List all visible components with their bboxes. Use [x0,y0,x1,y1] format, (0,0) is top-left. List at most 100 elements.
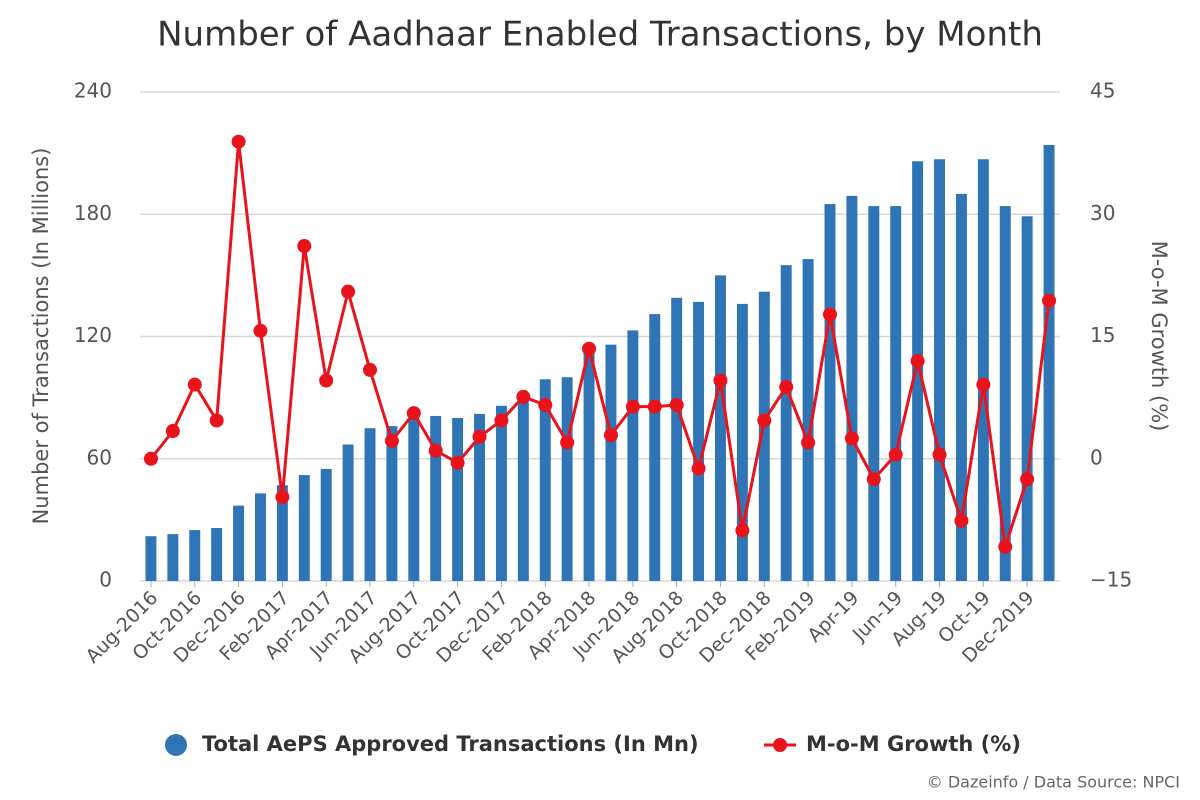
y-tick-label: 240 [74,79,112,103]
bar [211,528,223,581]
line-point [582,341,597,356]
bar [780,265,792,581]
line-point [253,323,268,338]
bar [255,493,266,581]
bar [999,206,1011,581]
bar [1021,216,1033,581]
line-point [363,362,377,377]
line-point [910,353,925,368]
legend-label: M-o-M Growth (%) [806,732,1021,756]
y2-tick-label: 0 [1090,445,1103,469]
line-point [647,399,662,414]
line [149,141,1051,548]
bar [693,301,705,581]
line-point [735,523,750,538]
line-point [494,413,509,428]
line-point [165,424,180,439]
line-point [319,373,334,388]
line-point [954,513,969,528]
y2-tick-label: 45 [1090,79,1115,103]
bar [846,195,858,581]
bar [517,401,529,581]
bar [802,259,814,581]
line-point [516,389,531,404]
line-point [625,399,640,414]
bar [430,415,442,581]
line-point [801,435,816,450]
line-point [823,307,837,322]
bar [912,161,924,581]
line-point [472,429,487,444]
y-tick-label: 180 [74,201,112,225]
bar [233,505,245,581]
bar [715,275,726,581]
y-axis-title: Number of Transactions (In Millions) [29,148,53,525]
line-point [1042,293,1057,308]
line-point [669,397,684,412]
bar [890,206,902,581]
line-point [779,380,794,395]
legend-symbol [165,734,187,756]
bar [649,314,661,581]
line-point [428,443,443,458]
line-point [1020,472,1035,487]
bar [189,530,201,581]
line-point [384,433,399,448]
line-point [691,461,706,476]
line-point [713,373,728,388]
line-point [143,451,158,466]
bar [539,379,551,581]
bar [977,159,989,582]
bar [298,475,310,581]
line-point [297,239,312,254]
y2-tick-label: −15 [1090,568,1132,592]
line-point [757,413,772,428]
line-point [888,447,903,462]
line-point [603,428,618,443]
line-point [998,539,1013,554]
bar [671,297,683,581]
bar [605,344,617,581]
line-point [275,490,290,505]
bar [758,291,770,581]
bar [736,303,748,581]
bar [934,159,945,582]
y2-tick-label: 30 [1090,201,1115,225]
legend-label: Total AePS Approved Transactions (In Mn) [202,732,699,756]
chart-title: Number of Aadhaar Enabled Transactions, … [157,15,1043,55]
bar [364,428,376,581]
bar [342,444,354,581]
bar [452,418,464,581]
bar [145,536,157,581]
line-point [538,397,553,412]
line-point [341,284,356,299]
bar [561,377,573,581]
line-point [209,413,224,428]
line-point [187,377,202,392]
bar [868,206,880,581]
bar [276,485,288,581]
bar [408,418,420,581]
bar [627,330,639,581]
bar [474,413,485,581]
y2-tick-label: 15 [1090,323,1115,347]
line-point [560,435,575,450]
line-point [932,447,947,462]
legend-symbol [773,738,787,752]
line-point [844,431,859,446]
line-point [866,472,881,487]
y2-axis-title: M-o-M Growth (%) [1147,241,1171,432]
line-point [450,455,465,470]
bar [955,193,967,581]
line-point [406,406,421,421]
bar [495,405,507,581]
source-note: © Dazeinfo / Data Source: NPCI [927,773,1180,792]
line-point [231,134,246,149]
y-tick-label: 60 [87,445,112,469]
bar [167,534,179,581]
line-point [976,377,991,392]
bar [583,350,595,581]
y-tick-label: 120 [74,323,112,347]
